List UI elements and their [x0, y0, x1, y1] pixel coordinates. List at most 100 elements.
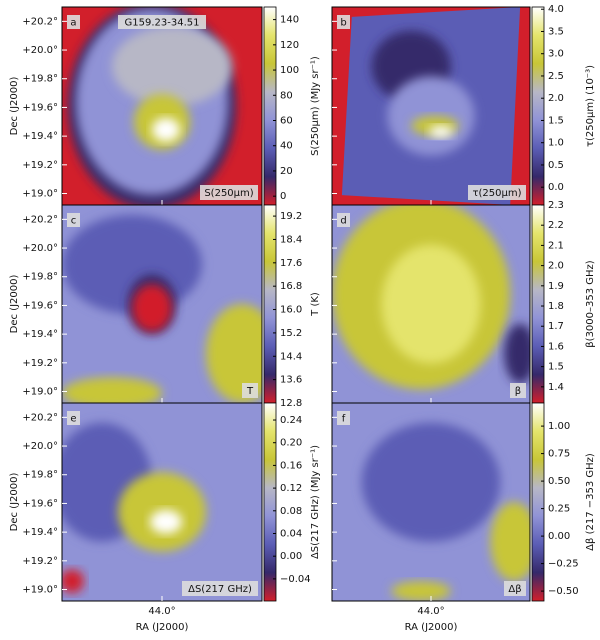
map-label: Δβ — [508, 584, 521, 595]
colorbar-tick-label: 0.50 — [548, 476, 570, 487]
colorbar-tick-label: 1.6 — [548, 341, 564, 352]
panel-letter: a — [70, 18, 76, 29]
y-tick-label: +19.8° — [22, 470, 58, 481]
map-label-box — [510, 383, 526, 398]
y-tick-label: +19.2° — [22, 358, 58, 369]
colorbar — [263, 6, 277, 206]
y-tick-label: +20.2° — [22, 412, 58, 423]
colorbar-tick-label: 2.5 — [548, 71, 564, 82]
colorbar-tick-label: 2.0 — [548, 261, 564, 272]
colorbar-tick-label: −0.50 — [548, 586, 579, 597]
map-label: T — [246, 386, 254, 397]
map-label-box — [242, 383, 258, 398]
map-label-box — [504, 581, 526, 596]
y-tick-label: +19.0° — [22, 585, 58, 596]
map-region — [381, 244, 481, 364]
map-region — [504, 323, 530, 384]
panel-letter-box — [337, 213, 350, 227]
map — [62, 7, 262, 205]
map — [332, 403, 530, 601]
colorbar-tick-label: 0.12 — [280, 483, 302, 494]
map-region — [132, 284, 172, 332]
colorbar-tick-label: 3.5 — [548, 26, 564, 37]
panel-title: G159.23-34.51 — [125, 18, 200, 29]
colorbar-tick-label: 15.2 — [280, 328, 302, 339]
colorbar-label: τ(250μm) (10⁻³) — [585, 65, 596, 147]
colorbar-tick-label: 0.75 — [548, 449, 570, 460]
map-label: β — [515, 386, 521, 397]
map-label-box — [468, 185, 526, 200]
x-tick-label: 44.0° — [148, 606, 175, 617]
colorbar — [263, 402, 277, 602]
map — [62, 205, 262, 403]
colorbar-tick-label: 0.16 — [280, 460, 302, 471]
colorbar-tick-label: 1.5 — [548, 115, 564, 126]
panel-letter: d — [340, 216, 346, 227]
colorbar-tick-label: 1.00 — [548, 421, 570, 432]
colorbar-tick-label: 60 — [280, 116, 293, 127]
y-tick-label: +19.4° — [22, 329, 58, 340]
map-region — [150, 509, 182, 534]
colorbar-tick-label: 1.4 — [548, 382, 564, 393]
colorbar-tick-label: 0.00 — [280, 551, 302, 562]
y-tick-label: +19.8° — [22, 272, 58, 283]
x-tick-label: 44.0° — [417, 606, 444, 617]
y-axis-label: Dec (J2000) — [9, 473, 20, 532]
colorbar-tick-label: 3.0 — [548, 49, 564, 60]
map — [62, 403, 262, 601]
title-box — [118, 15, 206, 29]
y-tick-label: +19.6° — [22, 102, 58, 113]
colorbar-tick-label: 2.0 — [548, 93, 564, 104]
panel-letter-box — [337, 15, 350, 29]
map-label-box — [182, 581, 258, 596]
y-tick-label: +19.2° — [22, 556, 58, 567]
colorbar — [531, 204, 545, 404]
colorbar-tick-label: 2.3 — [548, 200, 564, 211]
colorbar-tick-label: 0.08 — [280, 506, 302, 517]
panel-letter-box — [67, 213, 80, 227]
map-region — [152, 117, 180, 142]
y-tick-label: +19.8° — [22, 74, 58, 85]
colorbar-tick-label: 0.00 — [548, 531, 570, 542]
map-region — [62, 377, 162, 403]
colorbar-tick-label: 0.24 — [280, 415, 302, 426]
colorbar-tick-label: 0.0 — [548, 182, 564, 193]
y-tick-label: +20.0° — [22, 45, 58, 56]
panel-letter: b — [340, 18, 346, 29]
y-tick-label: +19.0° — [22, 189, 58, 200]
colorbar-tick-label: 16.0 — [280, 305, 302, 316]
map — [332, 205, 530, 403]
panel-letter: e — [70, 414, 76, 425]
colorbar-tick-label: 0 — [280, 191, 286, 202]
colorbar-tick-label: 40 — [280, 141, 293, 152]
colorbar-tick-label: 1.9 — [548, 281, 564, 292]
colorbar-tick-label: 13.6 — [280, 375, 302, 386]
colorbar-tick-label: 12.8 — [280, 398, 302, 409]
colorbar-label: T (K) — [310, 292, 321, 317]
x-axis-label: RA (J2000) — [405, 622, 458, 633]
map-label-box — [200, 185, 258, 200]
y-tick-label: +20.2° — [22, 16, 58, 27]
colorbar-tick-label: 4.0 — [548, 4, 564, 15]
panel-letter: f — [342, 414, 346, 425]
colorbar-tick-label: 2.1 — [548, 240, 564, 251]
colorbar-tick-label: 2.2 — [548, 220, 564, 231]
colorbar-tick-label: 120 — [280, 40, 299, 51]
y-tick-label: +19.6° — [22, 300, 58, 311]
colorbar-tick-label: 140 — [280, 15, 299, 26]
y-axis-label: Dec (J2000) — [9, 77, 20, 136]
panel-letter: c — [71, 216, 77, 227]
map — [332, 7, 530, 205]
map-region — [206, 304, 262, 403]
y-axis-label: Dec (J2000) — [9, 275, 20, 334]
colorbar-tick-label: −0.04 — [280, 574, 311, 585]
colorbar-label: S(250μm) (MJy sr⁻¹) — [310, 56, 321, 156]
map-label: τ(250μm) — [472, 188, 521, 199]
colorbar-label: Δβ (217 −353 GHz) — [585, 453, 596, 551]
colorbar — [531, 6, 545, 206]
colorbar-tick-label: 0.5 — [548, 160, 564, 171]
colorbar-tick-label: 19.2 — [280, 211, 302, 222]
y-tick-label: +20.0° — [22, 441, 58, 452]
map-region — [490, 502, 530, 582]
